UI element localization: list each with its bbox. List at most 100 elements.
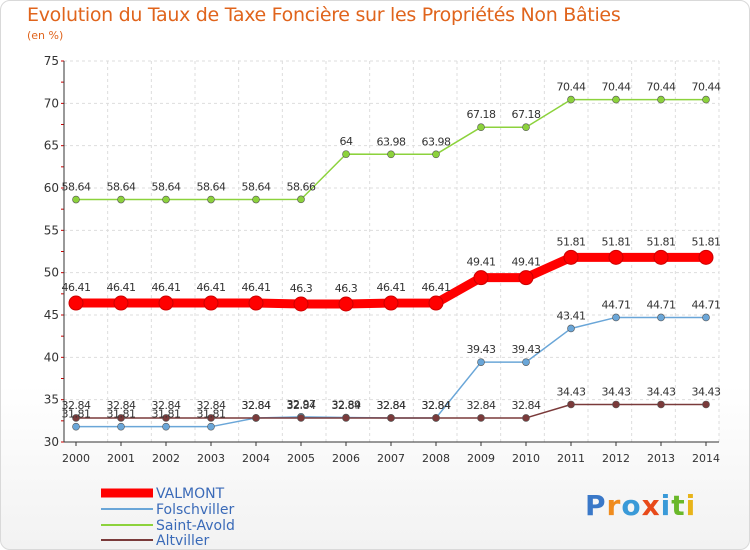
data-point xyxy=(72,414,80,422)
data-point xyxy=(702,95,710,104)
data-label: 51.81 xyxy=(647,235,676,248)
data-label: 51.81 xyxy=(692,235,721,248)
data-point xyxy=(428,295,444,311)
plot-area xyxy=(64,61,719,442)
data-point xyxy=(117,422,125,431)
x-tick-label: 2008 xyxy=(422,452,450,465)
data-point xyxy=(432,414,440,422)
data-label: 32.84 xyxy=(422,399,451,412)
data-point xyxy=(162,195,170,204)
data-point xyxy=(72,422,80,431)
x-tick-label: 2003 xyxy=(197,452,225,465)
data-label: 31.81 xyxy=(152,408,181,421)
data-point xyxy=(702,400,710,409)
data-point xyxy=(432,150,440,159)
y-tick-label: 70 xyxy=(44,96,59,110)
data-point xyxy=(297,195,305,204)
y-tick-label: 60 xyxy=(44,181,59,195)
data-label: 49.41 xyxy=(512,256,541,269)
data-label: 70.44 xyxy=(602,81,631,94)
data-point xyxy=(338,296,354,312)
data-label: 34.43 xyxy=(602,385,631,398)
data-point xyxy=(522,358,530,366)
data-label: 49.41 xyxy=(467,256,496,269)
data-point xyxy=(477,358,485,366)
legend-label: Saint-Avold xyxy=(156,518,235,534)
data-label: 44.71 xyxy=(647,298,676,311)
data-label: 32.84 xyxy=(422,399,451,412)
data-point xyxy=(252,414,260,422)
x-tick-label: 2007 xyxy=(377,452,405,465)
data-label: 32.84 xyxy=(107,399,136,412)
legend-label: Altviller xyxy=(156,533,210,549)
data-point xyxy=(612,95,620,104)
data-label: 67.18 xyxy=(512,108,541,121)
data-label: 34.43 xyxy=(557,385,586,398)
x-tick-label: 2002 xyxy=(152,452,180,465)
data-label: 39.43 xyxy=(467,343,496,356)
data-label: 32.84 xyxy=(512,399,541,412)
data-point xyxy=(117,414,125,422)
data-label: 58.64 xyxy=(152,181,181,194)
data-point xyxy=(522,123,530,132)
data-label: 46.41 xyxy=(377,281,406,294)
data-label: 34.43 xyxy=(692,385,721,398)
data-point xyxy=(203,295,219,311)
y-tick-label: 75 xyxy=(44,54,59,68)
data-point xyxy=(72,195,80,204)
logo-letter: x xyxy=(641,489,661,522)
x-tick-label: 2014 xyxy=(692,452,720,465)
x-tick-label: 2006 xyxy=(332,452,360,465)
data-label: 63.98 xyxy=(422,135,451,148)
x-tick-label: 2013 xyxy=(647,452,675,465)
data-point xyxy=(162,414,170,422)
data-point xyxy=(207,422,215,431)
data-point xyxy=(207,195,215,204)
data-label: 58.66 xyxy=(287,180,316,193)
data-label: 46.41 xyxy=(242,281,271,294)
data-point xyxy=(653,249,669,265)
data-label: 39.43 xyxy=(512,343,541,356)
x-tick-label: 2005 xyxy=(287,452,315,465)
data-label: 34.43 xyxy=(647,385,676,398)
data-point xyxy=(608,249,624,265)
legend-label: VALMONT xyxy=(156,486,225,502)
logo-letter: t xyxy=(671,489,686,522)
data-label: 43.41 xyxy=(557,309,586,322)
data-point xyxy=(567,95,575,104)
logo-letter: P xyxy=(585,489,607,522)
data-point xyxy=(698,249,714,265)
data-label: 51.81 xyxy=(602,235,631,248)
data-point xyxy=(657,95,665,104)
data-label: 46.41 xyxy=(422,281,451,294)
data-label: 70.44 xyxy=(647,81,676,94)
x-tick-label: 2009 xyxy=(467,452,495,465)
data-label: 31.81 xyxy=(107,408,136,421)
proxiti-logo: Proxiti xyxy=(585,489,696,522)
data-label: 32.97 xyxy=(287,398,316,411)
data-point xyxy=(387,150,395,159)
data-point xyxy=(68,295,84,311)
data-label: 32.84 xyxy=(377,399,406,412)
y-tick-label: 45 xyxy=(44,308,59,322)
logo-letter: i xyxy=(685,489,697,522)
data-label: 58.64 xyxy=(242,181,271,194)
data-point xyxy=(522,414,530,422)
data-label: 32.84 xyxy=(62,399,91,412)
y-tick-label: 30 xyxy=(44,435,59,449)
unit-label: (en %) xyxy=(27,29,64,42)
data-label: 32.84 xyxy=(467,399,496,412)
x-tick-label: 2004 xyxy=(242,452,270,465)
data-label: 46.41 xyxy=(152,281,181,294)
x-tick-label: 2011 xyxy=(557,452,585,465)
y-tick-label: 35 xyxy=(44,393,59,407)
data-point xyxy=(252,195,260,204)
data-label: 70.44 xyxy=(557,81,586,94)
x-tick-label: 2000 xyxy=(62,452,90,465)
data-label: 32.89 xyxy=(332,399,361,412)
logo-letter: r xyxy=(606,489,622,522)
data-point xyxy=(563,249,579,265)
data-point xyxy=(477,414,485,422)
